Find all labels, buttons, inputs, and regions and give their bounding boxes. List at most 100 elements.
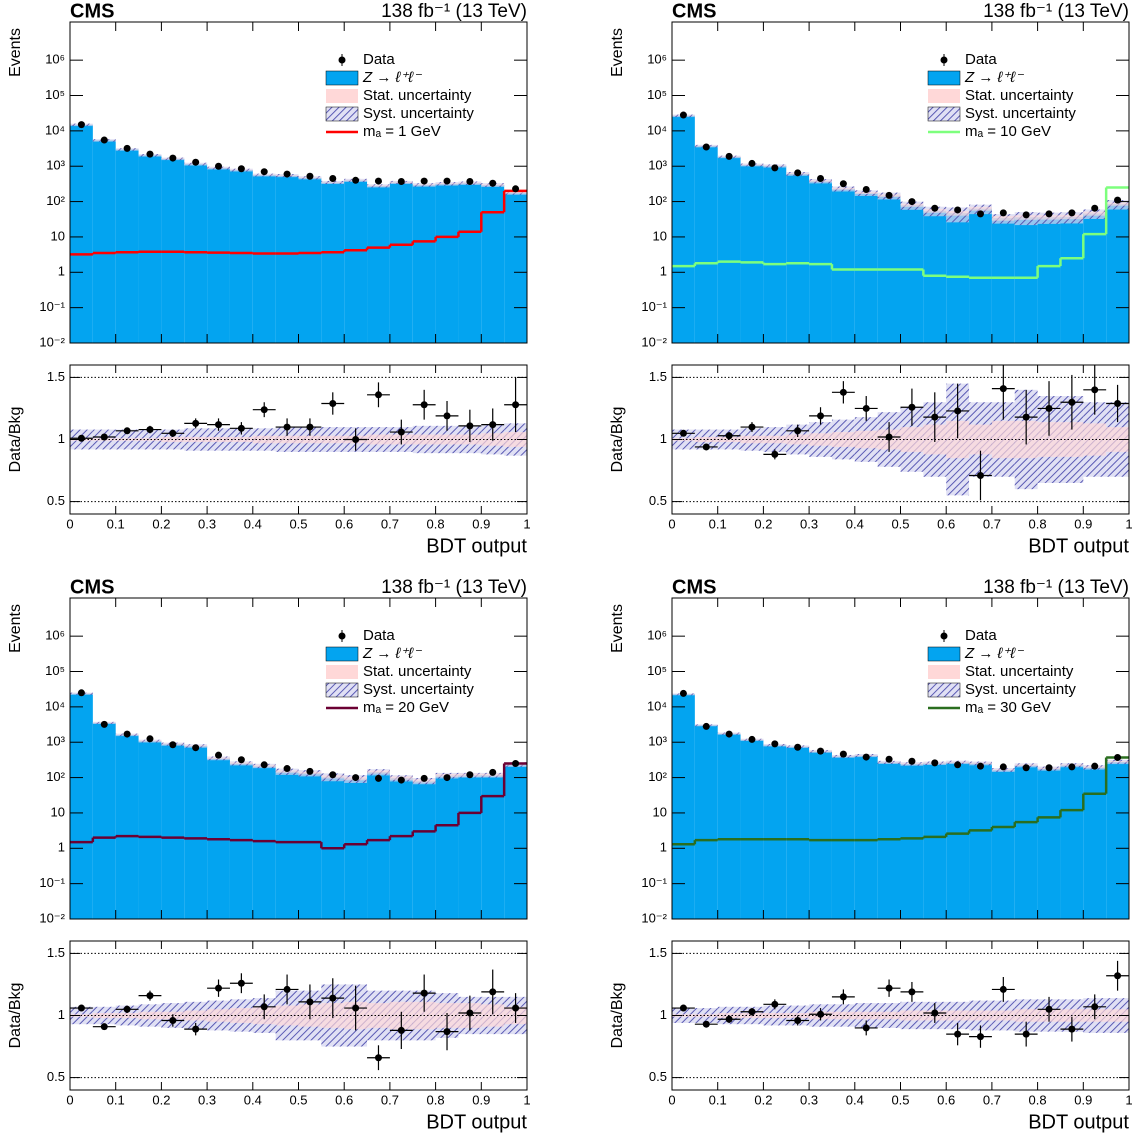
y-tick-label: 1 — [660, 431, 667, 446]
background-bar — [809, 751, 832, 919]
data-point — [466, 771, 474, 779]
background-bar — [458, 775, 482, 919]
background-bar — [854, 192, 878, 343]
lumi-label: 138 fb⁻¹ (13 TeV) — [983, 1, 1129, 22]
data-point — [794, 169, 802, 177]
stat-band — [900, 427, 924, 452]
background-bar — [435, 775, 459, 919]
ratio-point — [931, 413, 939, 421]
stat-band — [991, 1010, 1015, 1021]
ratio-point — [77, 434, 85, 442]
ratio-point — [908, 988, 916, 996]
data-point — [1022, 764, 1030, 772]
ratio-point — [146, 992, 154, 1000]
legend-label: mₐ = 30 GeV — [965, 699, 1051, 716]
data-point — [931, 759, 939, 767]
y-tick-label: 1 — [58, 840, 65, 855]
ratio-point — [443, 412, 451, 420]
background-bar — [1037, 217, 1061, 343]
ratio-point — [237, 424, 245, 432]
x-tick-label: 0.3 — [800, 1092, 818, 1107]
ratio-point — [839, 993, 847, 1001]
x-tick-label: 0.3 — [800, 516, 818, 531]
y-tick-label: 10⁴ — [647, 122, 667, 137]
data-point — [215, 751, 223, 759]
x-tick-label: 0.7 — [983, 1092, 1001, 1107]
data-point — [77, 121, 85, 129]
data-point — [702, 143, 710, 151]
data-point — [771, 164, 779, 172]
ratio-point — [100, 433, 108, 441]
ratio-point — [123, 427, 131, 435]
ratio-content — [672, 952, 1129, 1079]
y-tick-label: 10⁵ — [45, 87, 65, 102]
stat-band — [92, 1013, 116, 1018]
ratio-point — [1045, 404, 1053, 412]
stat-band — [991, 215, 1015, 221]
ratio-point — [237, 979, 245, 987]
background-bar — [435, 183, 459, 343]
stat-band — [1083, 423, 1107, 456]
data-point — [954, 206, 962, 214]
background-bar — [298, 177, 322, 343]
background-bar — [412, 780, 436, 919]
x-tick-label: 0.1 — [107, 1092, 125, 1107]
stat-band — [854, 430, 878, 449]
x-tick-label: 0 — [66, 1092, 73, 1107]
cms-label: CMS — [70, 0, 114, 22]
stat-band — [367, 185, 390, 187]
data-point — [1068, 763, 1076, 771]
ratio-point — [260, 406, 268, 414]
data-point — [1045, 210, 1053, 218]
data-point — [329, 771, 337, 779]
stat-band — [786, 434, 810, 445]
x-tick-label: 0 — [668, 1092, 675, 1107]
legend-label: Data — [363, 51, 395, 68]
data-point — [443, 774, 451, 782]
stat-band — [900, 203, 924, 207]
y-tick-label: 10³ — [648, 158, 667, 173]
ratio-point — [192, 1025, 200, 1033]
y-axis-title: Events — [7, 28, 24, 77]
data-point — [146, 150, 154, 158]
stat-band — [184, 437, 208, 442]
x-tick-label: 0.9 — [472, 516, 490, 531]
ratio-point — [748, 1008, 756, 1016]
data-point — [771, 740, 779, 748]
background-bar — [321, 182, 345, 343]
data-point — [679, 111, 687, 119]
legend-label: Data — [965, 51, 997, 68]
background-bar — [694, 146, 718, 343]
x-tick-label: 0.2 — [152, 1092, 170, 1107]
legend-label: Data — [965, 627, 997, 644]
background-bar — [786, 746, 810, 919]
y-axis-title: Events — [609, 28, 626, 77]
background-bar — [877, 762, 901, 919]
data-point — [748, 735, 756, 743]
stat-band — [1083, 211, 1107, 216]
y-tick-label: 10² — [648, 193, 667, 208]
y-tick-label: 10⁻² — [39, 334, 65, 349]
background-bar — [504, 764, 527, 919]
ratio-point — [954, 1030, 962, 1038]
stat-band — [831, 187, 855, 190]
stat-band — [1037, 422, 1061, 457]
ratio-point — [1091, 386, 1099, 394]
y-tick-label: 1.5 — [47, 945, 65, 960]
ratio-point — [466, 422, 474, 430]
background-bar — [252, 174, 276, 343]
ratio-point — [123, 1005, 131, 1013]
stat-band — [207, 1009, 230, 1022]
y-tick-label: 10⁵ — [647, 663, 667, 678]
ratio-point — [771, 1000, 779, 1008]
ratio-content — [70, 376, 527, 503]
legend-label: Z → ℓ⁺ℓ⁻ — [964, 645, 1024, 662]
ratio-point — [443, 1028, 451, 1036]
data-point — [1091, 762, 1099, 770]
x-tick-label: 0.4 — [244, 516, 262, 531]
ratio-point — [306, 998, 314, 1006]
background-bar — [367, 185, 390, 343]
background-bar — [207, 168, 230, 343]
background-bar — [946, 213, 970, 343]
legend-marker — [325, 70, 359, 86]
